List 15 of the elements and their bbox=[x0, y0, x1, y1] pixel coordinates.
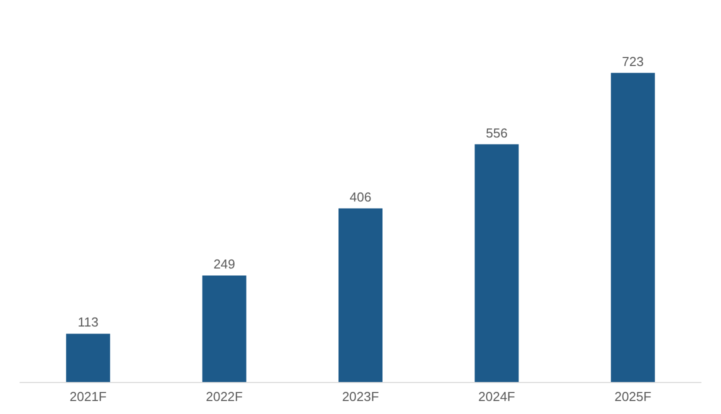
data-label: 249 bbox=[213, 256, 236, 272]
x-tick-label: 2025F bbox=[614, 389, 652, 404]
data-label: 406 bbox=[350, 189, 372, 204]
data-label: 113 bbox=[78, 314, 98, 330]
bar bbox=[610, 72, 655, 382]
x-tick-label: 2022F bbox=[206, 389, 243, 404]
data-label: 723 bbox=[622, 54, 644, 69]
data-label: 556 bbox=[486, 125, 508, 140]
x-tick-label: 2021F bbox=[70, 389, 107, 404]
bar bbox=[202, 276, 246, 382]
x-tick-label: 2023F bbox=[342, 389, 379, 404]
bar bbox=[66, 334, 110, 382]
x-tick-label: 2024F bbox=[478, 389, 516, 404]
bar bbox=[338, 208, 382, 382]
bar bbox=[474, 144, 519, 382]
